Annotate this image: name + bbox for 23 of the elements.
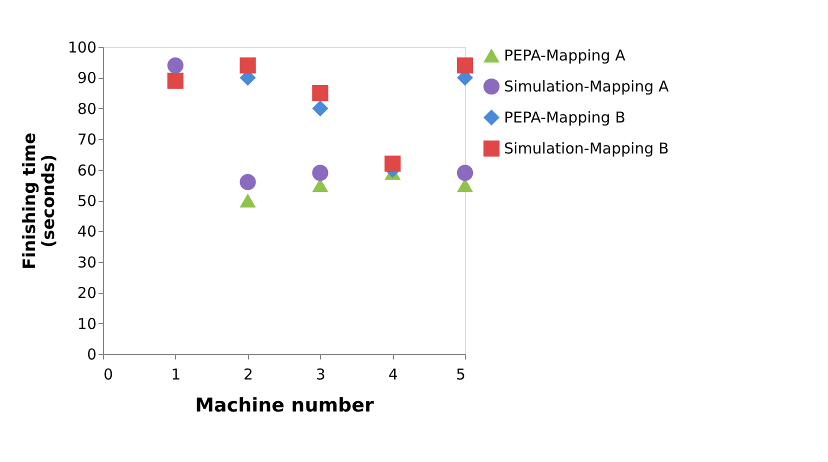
y-tick-label: 90 xyxy=(77,69,96,88)
legend-label: Simulation-Mapping B xyxy=(504,140,669,158)
legend-label: PEPA-Mapping B xyxy=(504,108,626,126)
y-tick-label: 50 xyxy=(77,192,96,210)
y-tick-label: 10 xyxy=(77,314,96,333)
y-tick-label: 30 xyxy=(77,253,96,272)
y-tick-label: 80 xyxy=(77,100,96,118)
y-tick-label: 40 xyxy=(77,222,96,241)
x-tick-label: 4 xyxy=(388,366,398,384)
x-axis-title: Machine number xyxy=(195,394,375,416)
y-axis-title: Finishing time (seconds) xyxy=(20,132,59,270)
y-tick-label: 60 xyxy=(77,161,96,180)
x-tick-label: 0 xyxy=(104,366,114,384)
y-tick-label: 20 xyxy=(77,284,96,302)
x-tick-label: 5 xyxy=(456,366,466,384)
legend-label: Simulation-Mapping A xyxy=(504,78,670,96)
y-tick-label: 70 xyxy=(77,130,96,149)
y-tick-label: 0 xyxy=(86,346,96,364)
x-tick-label: 3 xyxy=(316,366,326,384)
x-tick-label: 2 xyxy=(244,366,254,384)
legend-label: PEPA-Mapping A xyxy=(504,46,626,64)
x-tick-label: 1 xyxy=(171,366,181,384)
y-tick-label: 100 xyxy=(68,38,96,56)
